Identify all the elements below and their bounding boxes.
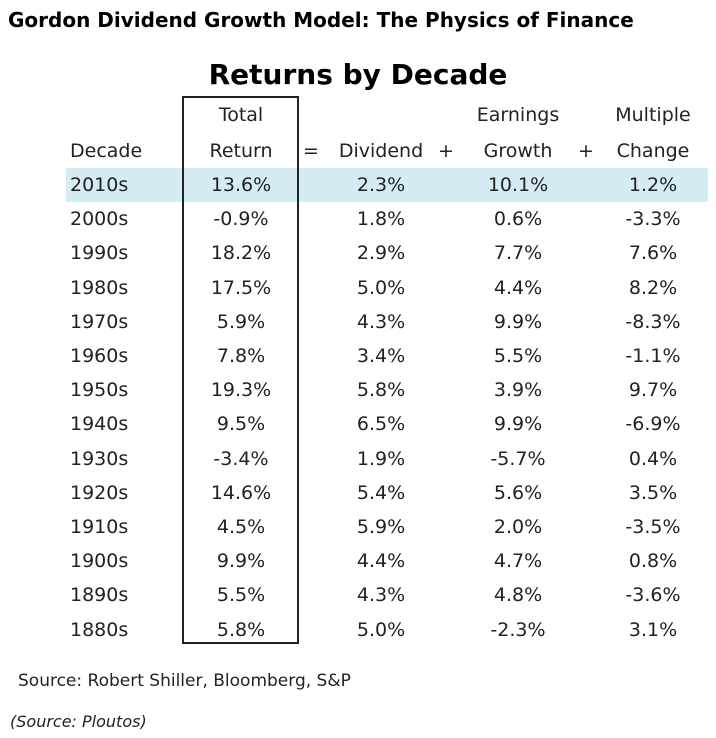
cell-dividend: 6.5% bbox=[356, 413, 406, 435]
cell-earnings-growth: 9.9% bbox=[493, 311, 543, 333]
cell-total-return: 9.9% bbox=[216, 550, 266, 572]
cell-decade: 1910s bbox=[70, 516, 129, 538]
highlight-row-2010s bbox=[66, 168, 708, 202]
source-note: Source: Robert Shiller, Bloomberg, S&P bbox=[18, 671, 351, 691]
cell-dividend: 1.9% bbox=[356, 448, 406, 470]
cell-dividend: 4.4% bbox=[356, 550, 406, 572]
header-decade: Decade bbox=[70, 140, 143, 162]
table-title: Returns by Decade bbox=[208, 58, 508, 91]
cell-dividend: 4.3% bbox=[356, 584, 406, 606]
cell-earnings-growth: 4.7% bbox=[493, 550, 543, 572]
cell-dividend: 5.4% bbox=[356, 482, 406, 504]
cell-decade: 1900s bbox=[70, 550, 129, 572]
total-return-box bbox=[182, 96, 299, 644]
cell-total-return: 7.8% bbox=[216, 345, 266, 367]
cell-multiple-change: -3.3% bbox=[625, 208, 681, 230]
cell-multiple-change: 8.2% bbox=[628, 277, 678, 299]
header-multiple-bottom: Change bbox=[616, 140, 690, 162]
cell-dividend: 3.4% bbox=[356, 345, 406, 367]
cell-total-return: 5.5% bbox=[216, 584, 266, 606]
cell-decade: 1950s bbox=[70, 379, 129, 401]
header-total-bottom: Return bbox=[209, 140, 273, 162]
cell-total-return: -3.4% bbox=[213, 448, 269, 470]
cell-total-return: 9.5% bbox=[216, 413, 266, 435]
cell-earnings-growth: 10.1% bbox=[487, 174, 549, 196]
cell-multiple-change: -3.6% bbox=[625, 584, 681, 606]
cell-decade: 1970s bbox=[70, 311, 129, 333]
cell-earnings-growth: 4.4% bbox=[493, 277, 543, 299]
cell-multiple-change: 0.8% bbox=[628, 550, 678, 572]
cell-decade: 1940s bbox=[70, 413, 129, 435]
header-earnings-bottom: Growth bbox=[483, 140, 553, 162]
cell-multiple-change: -8.3% bbox=[625, 311, 681, 333]
cell-earnings-growth: -5.7% bbox=[490, 448, 546, 470]
cell-total-return: 5.9% bbox=[216, 311, 266, 333]
cell-earnings-growth: -2.3% bbox=[490, 619, 546, 641]
cell-dividend: 5.0% bbox=[356, 619, 406, 641]
cell-decade: 2010s bbox=[70, 174, 129, 196]
cell-dividend: 2.9% bbox=[356, 242, 406, 264]
header-multiple-top: Multiple bbox=[615, 104, 691, 126]
cell-earnings-growth: 3.9% bbox=[493, 379, 543, 401]
cell-total-return: 4.5% bbox=[216, 516, 266, 538]
header-total-top: Total bbox=[218, 104, 264, 126]
cell-dividend: 4.3% bbox=[356, 311, 406, 333]
cell-dividend: 5.9% bbox=[356, 516, 406, 538]
header-plus-1: + bbox=[438, 140, 454, 162]
cell-multiple-change: -6.9% bbox=[625, 413, 681, 435]
cell-earnings-growth: 2.0% bbox=[493, 516, 543, 538]
cell-decade: 1980s bbox=[70, 277, 129, 299]
cell-total-return: 14.6% bbox=[210, 482, 272, 504]
cell-earnings-growth: 5.6% bbox=[493, 482, 543, 504]
cell-total-return: 18.2% bbox=[210, 242, 272, 264]
cell-decade: 1920s bbox=[70, 482, 129, 504]
header-earnings-top: Earnings bbox=[476, 104, 560, 126]
cell-dividend: 5.8% bbox=[356, 379, 406, 401]
header-plus-2: + bbox=[578, 140, 594, 162]
cell-total-return: 13.6% bbox=[210, 174, 272, 196]
cell-decade: 1880s bbox=[70, 619, 129, 641]
cell-dividend: 2.3% bbox=[356, 174, 406, 196]
cell-multiple-change: 3.5% bbox=[628, 482, 678, 504]
cell-decade: 1930s bbox=[70, 448, 129, 470]
cell-total-return: -0.9% bbox=[213, 208, 269, 230]
cell-decade: 1990s bbox=[70, 242, 129, 264]
cell-multiple-change: 3.1% bbox=[628, 619, 678, 641]
cell-earnings-growth: 0.6% bbox=[493, 208, 543, 230]
cell-multiple-change: 0.4% bbox=[628, 448, 678, 470]
cell-multiple-change: 7.6% bbox=[628, 242, 678, 264]
cell-dividend: 5.0% bbox=[356, 277, 406, 299]
image-credit: (Source: Ploutos) bbox=[10, 712, 147, 731]
page-title: Gordon Dividend Growth Model: The Physic… bbox=[8, 8, 634, 32]
cell-earnings-growth: 7.7% bbox=[493, 242, 543, 264]
cell-dividend: 1.8% bbox=[356, 208, 406, 230]
cell-earnings-growth: 9.9% bbox=[493, 413, 543, 435]
cell-earnings-growth: 5.5% bbox=[493, 345, 543, 367]
cell-decade: 1960s bbox=[70, 345, 129, 367]
cell-multiple-change: 1.2% bbox=[628, 174, 678, 196]
cell-decade: 2000s bbox=[70, 208, 129, 230]
header-dividend: Dividend bbox=[338, 140, 424, 162]
cell-total-return: 5.8% bbox=[216, 619, 266, 641]
cell-multiple-change: -3.5% bbox=[625, 516, 681, 538]
cell-decade: 1890s bbox=[70, 584, 129, 606]
cell-earnings-growth: 4.8% bbox=[493, 584, 543, 606]
cell-total-return: 19.3% bbox=[210, 379, 272, 401]
cell-multiple-change: -1.1% bbox=[625, 345, 681, 367]
cell-total-return: 17.5% bbox=[210, 277, 272, 299]
cell-multiple-change: 9.7% bbox=[628, 379, 678, 401]
header-equals: = bbox=[303, 140, 319, 162]
